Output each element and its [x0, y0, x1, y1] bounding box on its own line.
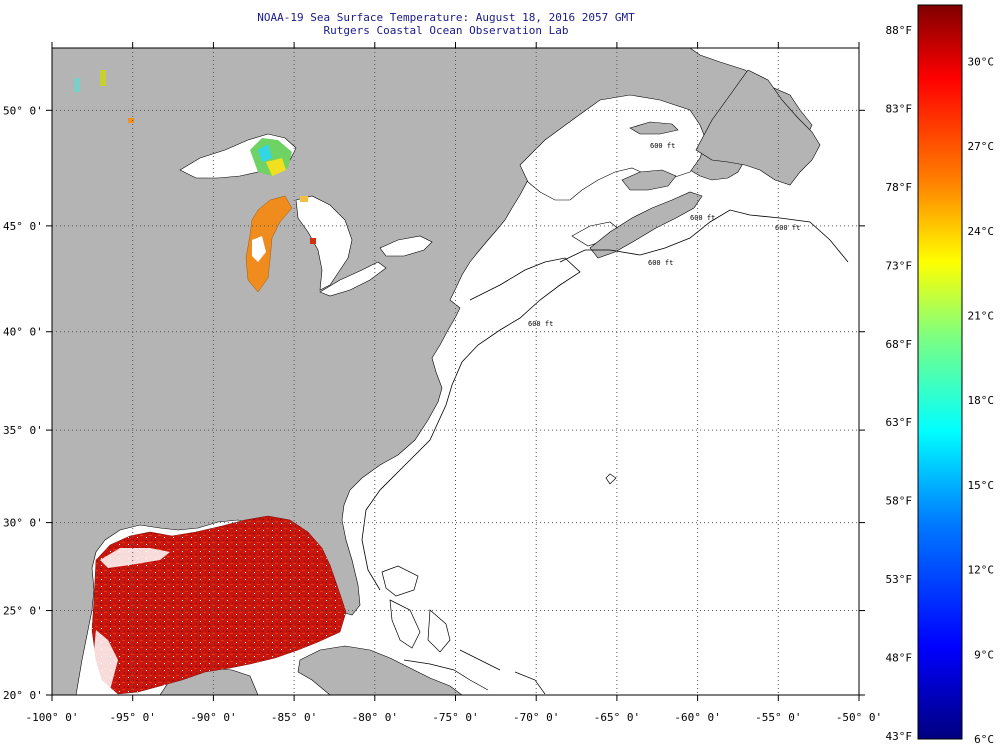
- colorbar-c-label: 27°C: [968, 140, 995, 153]
- lon-tick-label: -80° 0': [352, 711, 398, 724]
- contour-label-1: 600 ft: [528, 320, 553, 328]
- map-panel: 600 ft 600 ft 600 ft 600 ft 600 ft: [52, 48, 859, 695]
- lon-tick-label: -95° 0': [110, 711, 156, 724]
- colorbar-c-label: 18°C: [968, 394, 995, 407]
- sst-lake-michigan-white: [252, 236, 266, 262]
- contour-label-5: 600 ft: [650, 142, 675, 150]
- lon-tick-label: -70° 0': [513, 711, 559, 724]
- lat-tick-label: 25° 0': [3, 605, 43, 618]
- colorbar-f-label: 48°F: [886, 651, 913, 664]
- axis-ticks: -100° 0' -95° 0' -90° 0' -85° 0' -80° 0' -75°…: [3, 42, 882, 724]
- title-line-2: Rutgers Coastal Ocean Observation Lab: [323, 24, 568, 37]
- land-north-america: [52, 48, 813, 695]
- colorbar-labels: 88°F 83°F 78°F 73°F 68°F 63°F 58°F 53°F 48°F 43°F…: [886, 24, 995, 746]
- colorbar-f-label: 63°F: [886, 416, 913, 429]
- colorbar-f-label: 83°F: [886, 103, 913, 116]
- contour-label-4: 600 ft: [775, 224, 800, 232]
- sst-small-patch-5: [300, 196, 308, 202]
- contour-label-2: 600 ft: [648, 259, 673, 267]
- lat-tick-label: 40° 0': [3, 326, 43, 339]
- title-line-1: NOAA-19 Sea Surface Temperature: August …: [257, 11, 635, 24]
- sst-lake-superior-yellow: [266, 158, 286, 176]
- colorbar-f-label: 68°F: [886, 338, 913, 351]
- sst-small-patch-4: [74, 78, 80, 92]
- colorbar: [917, 4, 963, 740]
- colorbar-c-label: 12°C: [968, 564, 995, 577]
- grid-lines: [52, 48, 859, 695]
- colorbar-f-label: 73°F: [886, 259, 913, 272]
- shelf-contour-line: [361, 209, 849, 591]
- colorbar-f-label: 88°F: [886, 24, 913, 37]
- colorbar-f-label: 78°F: [886, 181, 913, 194]
- lon-tick-label: -75° 0': [432, 711, 478, 724]
- land-cuba: [297, 645, 463, 695]
- lake-ontario: [379, 235, 433, 257]
- colorbar-c-label: 21°C: [968, 310, 995, 323]
- lon-tick-label: -55° 0': [755, 711, 801, 724]
- lake-erie: [319, 261, 387, 297]
- sst-lake-superior-cyan: [258, 144, 272, 162]
- land-anticosti: [629, 121, 679, 135]
- colorbar-f-label: 53°F: [886, 573, 913, 586]
- colorbar-c-label: 24°C: [968, 225, 995, 238]
- lon-tick-label: -100° 0': [26, 711, 79, 724]
- lon-tick-label: -65° 0': [594, 711, 640, 724]
- colorbar-f-label: 43°F: [886, 730, 913, 743]
- sst-gulf-white-coast: [94, 548, 170, 690]
- colorbar-c-label: 9°C: [974, 648, 994, 661]
- colorbar-c-label: 6°C: [974, 733, 994, 746]
- lat-tick-label: 20° 0': [3, 689, 43, 702]
- lon-tick-label: -85° 0': [271, 711, 317, 724]
- lon-tick-label: -90° 0': [190, 711, 236, 724]
- lake-huron: [295, 195, 353, 291]
- sst-small-patch-1: [310, 238, 316, 244]
- lat-tick-label: 30° 0': [3, 517, 43, 530]
- lon-tick-label: -50° 0': [836, 711, 882, 724]
- lat-tick-label: 45° 0': [3, 220, 43, 233]
- colorbar-c-label: 15°C: [968, 479, 995, 492]
- colorbar-f-label: 58°F: [886, 495, 913, 508]
- sst-lake-michigan: [245, 195, 293, 293]
- lon-tick-label: -60° 0': [674, 711, 720, 724]
- land-newfoundland: [695, 69, 821, 186]
- sst-small-patch-2: [128, 118, 134, 123]
- lat-tick-label: 50° 0': [3, 104, 43, 117]
- land-pei: [621, 169, 677, 191]
- sst-small-patch-3: [100, 70, 106, 86]
- bahamas-outline: [381, 473, 617, 695]
- contour-label-3: 600 ft: [690, 214, 715, 222]
- lat-tick-label: 35° 0': [3, 424, 43, 437]
- colorbar-c-label: 30°C: [968, 55, 995, 68]
- land-nova-scotia: [589, 191, 703, 259]
